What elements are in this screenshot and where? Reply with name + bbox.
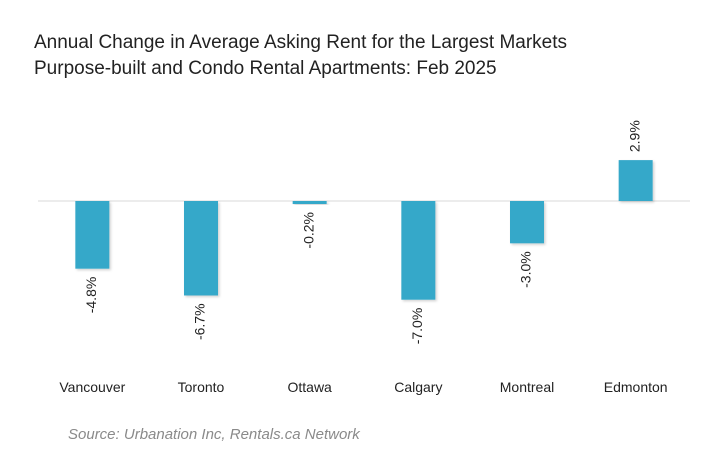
data-label-montreal: -3.0% [518,251,534,288]
bar-ottawa [292,201,327,204]
bar-toronto [184,201,218,296]
data-label-edmonton: 2.9% [626,120,642,152]
data-label-vancouver: -4.8% [83,277,99,314]
chart-title-block: Annual Change in Average Asking Rent for… [34,30,567,82]
category-label-calgary: Calgary [394,379,442,395]
chart-subtitle: Purpose-built and Condo Rental Apartment… [34,58,497,79]
bar-calgary [401,201,436,300]
bar-montreal [510,201,544,244]
bar-vancouver [75,201,110,269]
category-label-montreal: Montreal [500,379,554,395]
category-label-ottawa: Ottawa [287,379,332,395]
data-label-toronto: -6.7% [192,303,208,340]
bar-edmonton [618,160,653,201]
data-label-calgary: -7.0% [409,308,425,345]
data-label-ottawa: -0.2% [300,212,316,249]
source-note: Source: Urbanation Inc, Rentals.ca Netwo… [68,426,360,443]
category-label-toronto: Toronto [178,379,225,395]
category-label-vancouver: Vancouver [59,379,125,395]
category-label-edmonton: Edmonton [604,379,668,395]
chart-title: Annual Change in Average Asking Rent for… [34,32,568,53]
